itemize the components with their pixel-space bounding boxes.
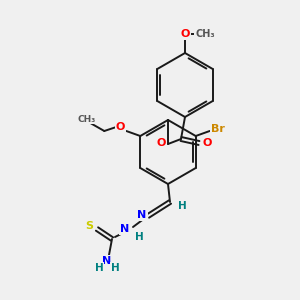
Text: O: O [202, 138, 212, 148]
Text: S: S [85, 221, 93, 231]
Text: H: H [94, 263, 103, 273]
Text: O: O [156, 138, 166, 148]
Text: O: O [116, 122, 125, 132]
Text: CH₃: CH₃ [195, 29, 215, 39]
Text: N: N [102, 256, 112, 266]
Text: H: H [111, 263, 119, 273]
Text: H: H [135, 232, 143, 242]
Text: N: N [120, 224, 130, 234]
Text: Br: Br [211, 124, 225, 134]
Text: H: H [178, 201, 186, 211]
Text: N: N [137, 210, 147, 220]
Text: O: O [180, 29, 190, 39]
Text: CH₃: CH₃ [77, 115, 95, 124]
